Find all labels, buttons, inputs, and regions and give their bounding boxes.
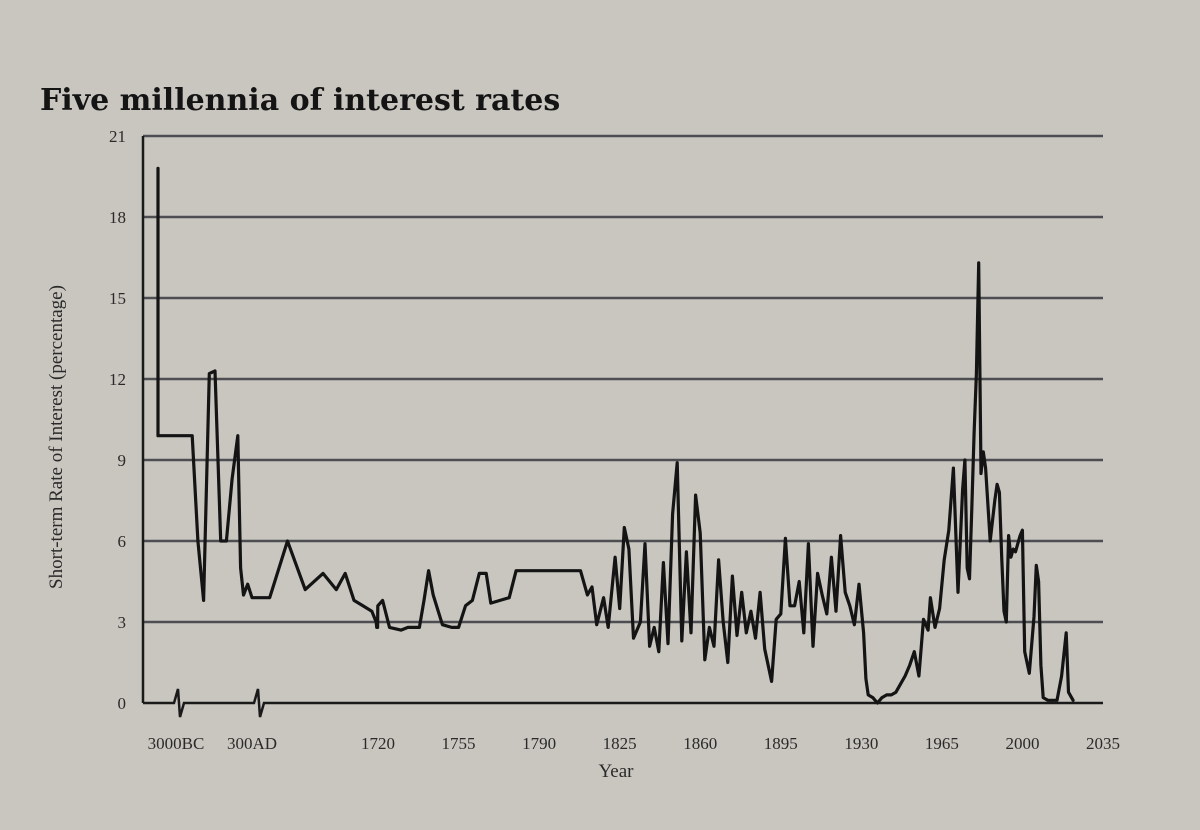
x-tick-label-1720: 1720 (361, 734, 395, 753)
x-tick-label-1755: 1755 (442, 734, 476, 753)
y-tick-label-15: 15 (109, 289, 126, 308)
x-tick-label-1860: 1860 (683, 734, 717, 753)
y-tick-labels: 0 3 6 9 12 15 18 21 (109, 127, 126, 713)
chart-title: Five millennia of interest rates (40, 83, 560, 118)
x-tick-label-1895: 1895 (764, 734, 798, 753)
x-tick-label-1790: 1790 (522, 734, 556, 753)
y-tick-label-6: 6 (118, 532, 127, 551)
x-tick-label-1965: 1965 (925, 734, 959, 753)
y-tick-label-12: 12 (109, 370, 126, 389)
x-axis-label: Year (598, 761, 634, 782)
series-line-0 (156, 166, 1075, 705)
y-tick-label-3: 3 (118, 613, 127, 632)
x-tick-label-300AD: 300AD (227, 734, 277, 753)
x-tick-labels: 3000BC 300AD 1720 1755 1790 1825 1860 1895 1930 1… (148, 734, 1120, 753)
x-tick-label-2035: 2035 (1086, 734, 1120, 753)
y-tick-label-0: 0 (118, 694, 127, 713)
x-tick-label-2000: 2000 (1005, 734, 1039, 753)
series-layer (156, 166, 1075, 705)
y-tick-label-18: 18 (109, 208, 126, 227)
x-tick-label-3000BC: 3000BC (148, 734, 205, 753)
axes (141, 136, 1103, 718)
x-axis-line (143, 688, 1103, 718)
y-tick-label-9: 9 (118, 451, 127, 470)
x-tick-label-1825: 1825 (603, 734, 637, 753)
x-tick-label-1930: 1930 (844, 734, 878, 753)
gridlines (143, 134, 1103, 624)
y-tick-label-21: 21 (109, 127, 126, 146)
y-axis-label: Short-term Rate of Interest (percentage) (46, 285, 67, 589)
